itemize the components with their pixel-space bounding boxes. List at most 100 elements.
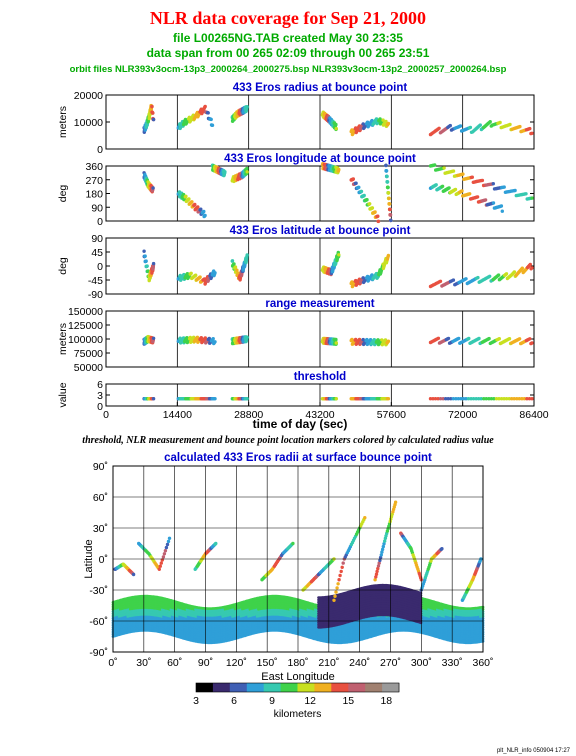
data-point xyxy=(210,123,215,128)
data-point xyxy=(513,188,517,193)
data-point xyxy=(498,120,502,125)
y-tick-label: 0 xyxy=(97,216,103,228)
data-point xyxy=(151,397,156,401)
data-point xyxy=(447,186,451,190)
data-point xyxy=(223,170,227,174)
data-point xyxy=(359,189,364,194)
data-point xyxy=(151,261,156,266)
data-point xyxy=(334,397,338,401)
data-point xyxy=(530,131,534,135)
data-point xyxy=(384,169,389,173)
data-point xyxy=(245,253,249,257)
data-point xyxy=(151,111,155,115)
y-tick-label: -45 xyxy=(88,275,103,287)
data-point xyxy=(334,122,338,127)
data-point xyxy=(476,275,480,280)
y-axis-label: deg xyxy=(57,185,69,203)
data-points xyxy=(142,397,534,401)
data-point xyxy=(245,335,249,339)
data-point xyxy=(357,185,361,189)
y-tick-label: 3 xyxy=(97,390,103,402)
data-point xyxy=(235,268,239,272)
map-title: calculated 433 Eros radii at surface bou… xyxy=(164,452,432,464)
data-point xyxy=(351,177,355,181)
data-point xyxy=(497,337,501,341)
y-axis-label: deg xyxy=(57,257,69,275)
data-point xyxy=(491,201,496,205)
time-axis-label: time of day (sec) xyxy=(253,417,348,431)
data-point xyxy=(386,339,391,343)
data-point xyxy=(211,337,215,341)
data-point xyxy=(496,273,501,277)
y-tick-label: 6 xyxy=(97,379,103,391)
data-point xyxy=(530,196,534,200)
data-point xyxy=(370,206,375,210)
data-point xyxy=(207,336,211,341)
data-point xyxy=(230,259,235,263)
data-point xyxy=(213,340,217,344)
data-point xyxy=(373,210,377,214)
data-point xyxy=(436,336,441,340)
time-panel-3: range measurement50000750001000001250001… xyxy=(57,298,535,374)
data-point xyxy=(354,181,358,185)
data-point xyxy=(334,341,338,345)
time-panel-2: 433 Eros latitude at bounce point-90-450… xyxy=(57,225,535,301)
data-point xyxy=(477,336,481,341)
data-point xyxy=(378,117,382,121)
data-point xyxy=(370,273,374,277)
file-line: file L00265NG.TAB created May 30 23:35 xyxy=(173,31,403,45)
y-axis-label: meters xyxy=(57,323,69,355)
data-point xyxy=(189,271,193,275)
data-point xyxy=(386,253,391,258)
panel-title: threshold xyxy=(294,371,346,383)
data-point xyxy=(374,117,379,121)
data-point xyxy=(145,264,149,268)
panel-title: range measurement xyxy=(265,298,374,310)
data-point xyxy=(376,219,381,223)
data-point xyxy=(530,397,534,401)
data-point xyxy=(468,192,472,196)
data-point xyxy=(491,182,495,186)
data-point xyxy=(203,336,207,340)
panel-title: 433 Eros radius at bounce point xyxy=(233,82,408,94)
x-tick-label: 14400 xyxy=(163,409,192,421)
y-tick-label: 360 xyxy=(85,161,103,173)
x-tick-label: 86400 xyxy=(519,409,548,421)
data-point xyxy=(368,202,372,206)
data-point xyxy=(146,269,150,273)
data-points xyxy=(142,162,534,224)
data-point xyxy=(143,254,147,258)
y-tick-label: 20000 xyxy=(74,90,103,102)
y-tick-label: 180 xyxy=(85,189,103,201)
data-point xyxy=(195,335,200,339)
data-point xyxy=(245,397,249,401)
data-point xyxy=(334,126,338,131)
data-point xyxy=(199,336,203,340)
data-points xyxy=(142,249,534,289)
y-tick-label: 90 xyxy=(91,233,103,245)
data-point xyxy=(233,265,238,269)
data-point xyxy=(203,104,207,109)
data-point xyxy=(440,184,445,188)
data-point xyxy=(488,120,492,124)
data-point xyxy=(202,209,206,214)
data-point xyxy=(206,111,210,115)
data-point xyxy=(245,105,249,109)
data-point xyxy=(232,262,236,266)
data-point xyxy=(508,122,512,127)
data-point xyxy=(388,213,393,217)
panel-title: 433 Eros longitude at bounce point xyxy=(224,153,416,165)
y-tick-label: 10000 xyxy=(74,117,103,129)
data-point xyxy=(387,202,392,206)
x-tick-label: 0 xyxy=(103,409,109,421)
data-point xyxy=(500,209,504,213)
data-point xyxy=(376,214,380,218)
time-panel-1: 433 Eros longitude at bounce point090180… xyxy=(57,153,535,228)
data-point xyxy=(433,163,437,167)
data-point xyxy=(245,166,249,171)
panel-title: 433 Eros latitude at bounce point xyxy=(230,225,411,237)
data-point xyxy=(451,278,456,282)
data-point xyxy=(386,185,390,190)
